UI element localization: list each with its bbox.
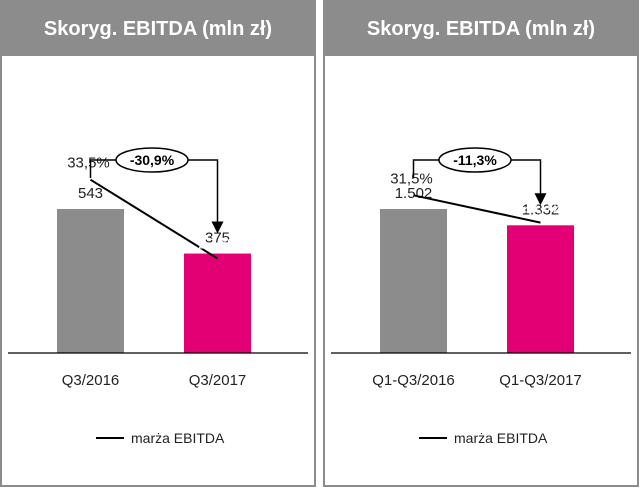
change-label: -11,3% [453, 152, 497, 168]
change-arrow-head [534, 193, 547, 206]
bar-value-label: 543 [78, 185, 103, 202]
chart-title: Skoryg. EBITDA (mln zł) [2, 2, 314, 56]
margin-line [89, 178, 219, 260]
margin-line [413, 194, 541, 224]
change-arrow-head [211, 221, 224, 234]
category-label: Q3/2017 [189, 372, 247, 389]
margin-label: 23,4% [198, 235, 241, 252]
category-label: Q3/2016 [62, 372, 120, 389]
chart-panel-right: Skoryg. EBITDA (mln zł) 1.502 Q1-Q3/2016 1… [323, 0, 639, 487]
bar-prior [380, 209, 447, 353]
margin-label: 33,5% [67, 155, 110, 172]
change-label: -30,9% [130, 152, 175, 168]
chart-panel-left: Skoryg. EBITDA (mln zł) 543 Q3/2016 375 Q3/… [0, 0, 316, 487]
bar-value-label: 1.332 [522, 201, 560, 218]
ebitda-ytd-chart: 1.502 Q1-Q3/2016 1.332 Q1-Q3/2017 31,5% 28,0%… [331, 147, 631, 446]
legend-label: marża EBITDA [131, 430, 225, 446]
margin-label: 28,0% [521, 200, 564, 217]
chart-title: Skoryg. EBITDA (mln zł) [325, 2, 637, 56]
bar-value-label: 375 [205, 230, 230, 247]
bar-value-label: 1.502 [395, 185, 433, 202]
legend-label: marża EBITDA [454, 430, 548, 446]
bar-current [184, 253, 251, 353]
change-badge [115, 147, 189, 173]
category-label: Q1-Q3/2016 [372, 372, 455, 389]
category-label: Q1-Q3/2017 [499, 372, 582, 389]
ebitda-quarter-chart: 543 Q3/2016 375 Q3/2017 33,5% 23,4% -30,9% marż… [8, 147, 308, 446]
margin-label: 31,5% [390, 170, 433, 187]
bar-prior [57, 209, 124, 353]
bar-current [507, 225, 574, 353]
change-badge [438, 147, 512, 173]
